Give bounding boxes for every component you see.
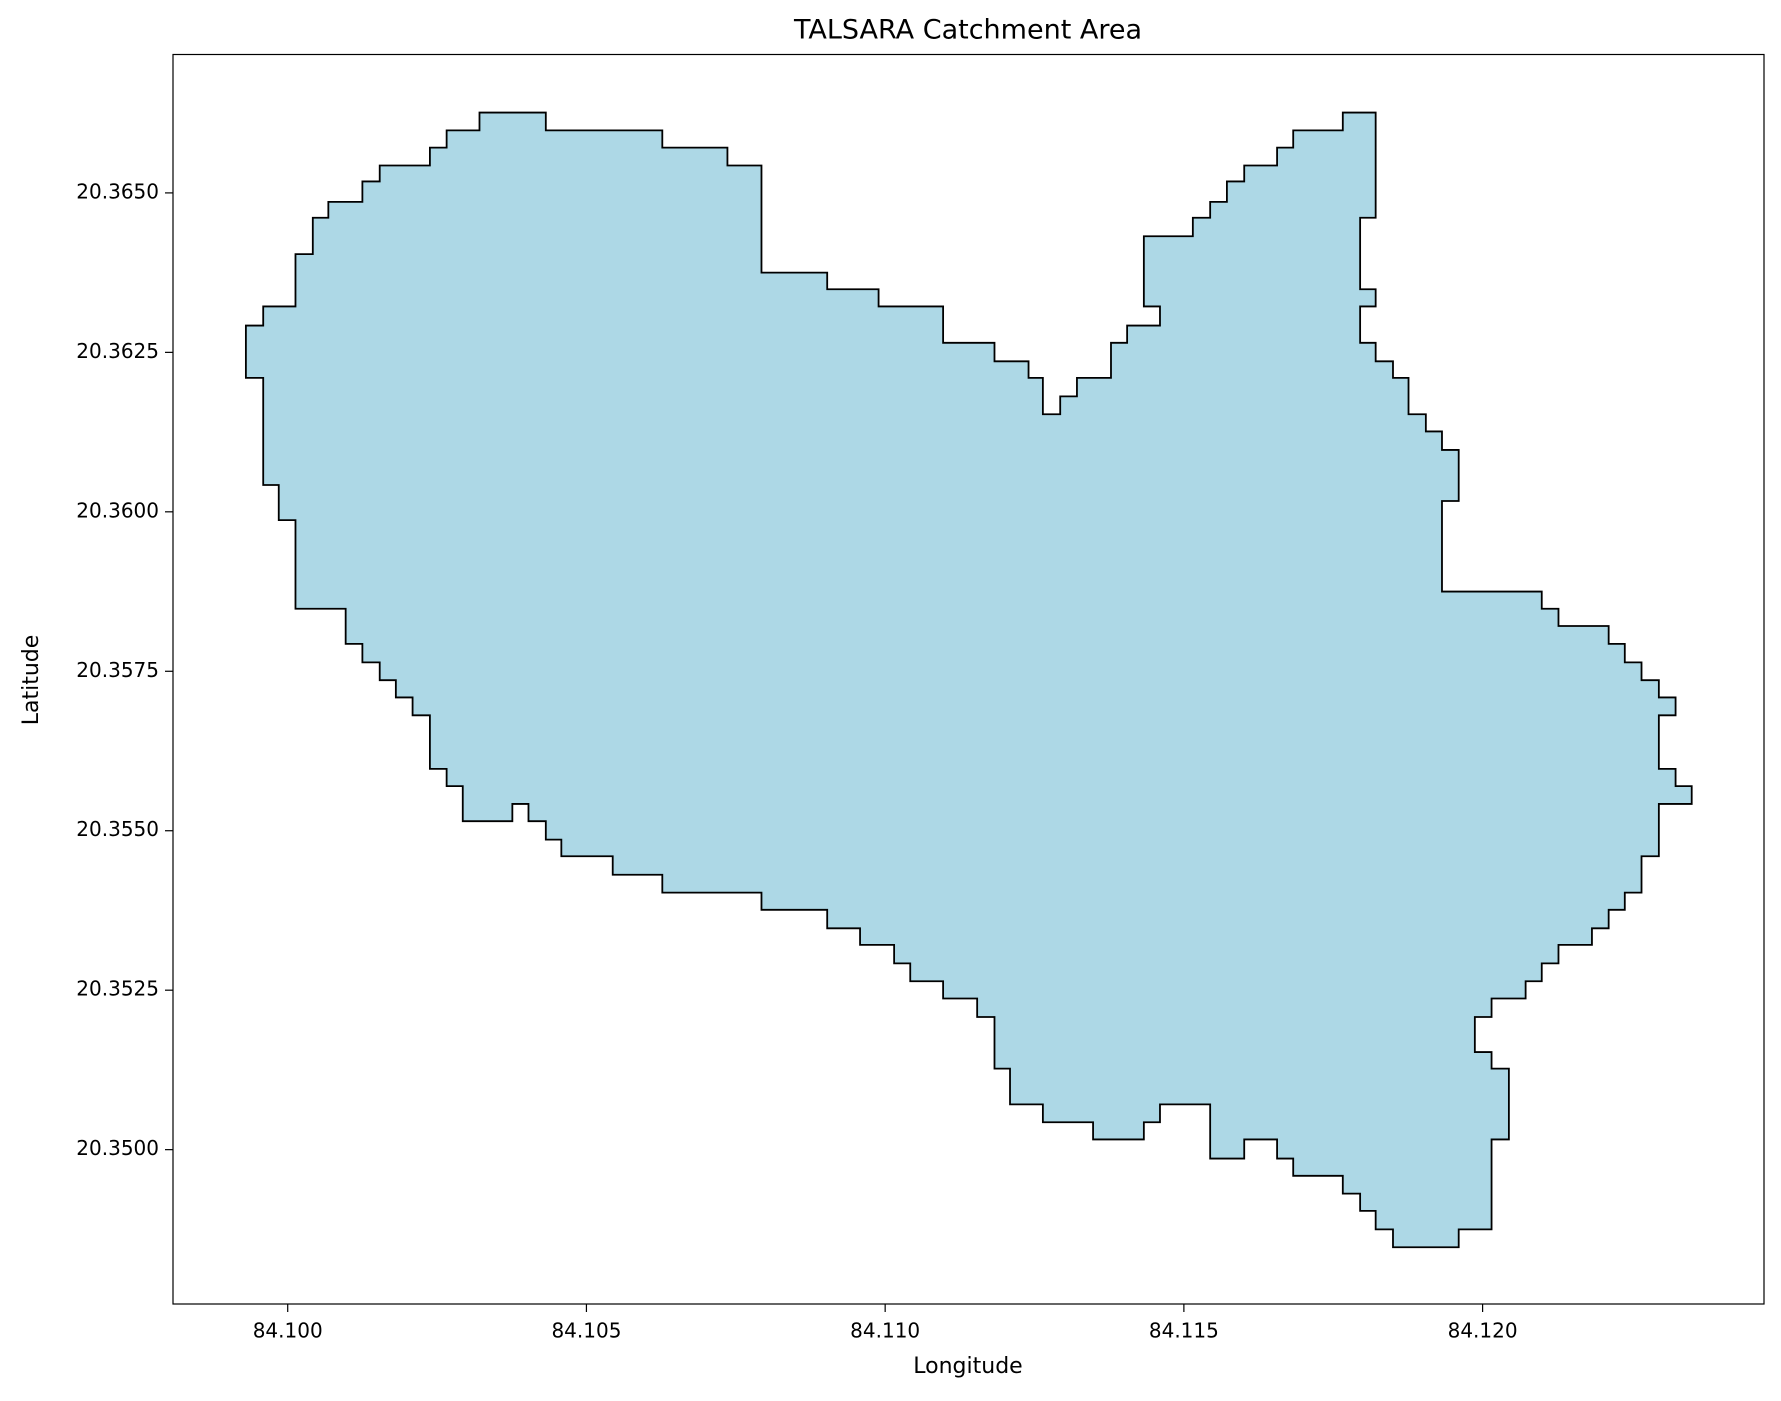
- y-tick-label: 20.3550: [76, 817, 159, 841]
- y-tick-label: 20.3625: [76, 339, 159, 363]
- x-tick-label: 84.100: [253, 1319, 323, 1343]
- y-tick-label: 20.3650: [76, 179, 159, 203]
- y-tick-label: 20.3575: [76, 658, 159, 682]
- y-tick-label: 20.3500: [76, 1136, 159, 1160]
- x-axis-label: Longitude: [913, 1354, 1022, 1379]
- x-tick-label: 84.110: [850, 1319, 920, 1343]
- catchment-polygon: [244, 111, 1693, 1249]
- y-tick-label: 20.3600: [76, 498, 159, 522]
- y-axis-label: Latitude: [19, 635, 44, 726]
- x-tick-label: 84.105: [551, 1319, 621, 1343]
- chart-title: TALSARA Catchment Area: [793, 15, 1142, 46]
- y-tick-label: 20.3525: [76, 977, 159, 1001]
- x-tick-label: 84.120: [1448, 1319, 1518, 1343]
- plot-frame: [172, 53, 1765, 1305]
- x-tick-label: 84.115: [1149, 1319, 1219, 1343]
